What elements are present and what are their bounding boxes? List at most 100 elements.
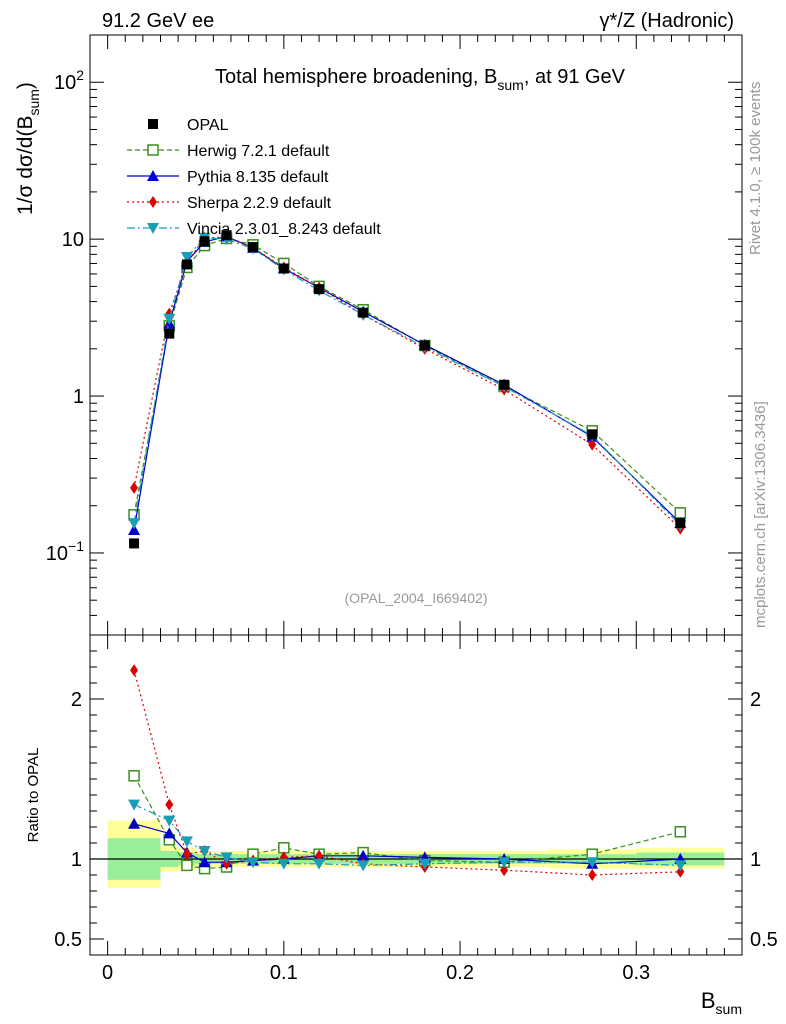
opal-data-point	[129, 538, 140, 549]
opal-data-point	[199, 236, 210, 247]
legend-marker	[147, 144, 159, 156]
series-3-ratio-point	[357, 860, 370, 872]
y-axis-label: 1/σ dσ/d(Bsum)	[14, 82, 42, 215]
opal-data-point	[181, 259, 192, 270]
y-tick-label-exp: −1	[68, 538, 84, 554]
legend-label: OPAL	[187, 117, 229, 134]
legend-label: Pythia 8.135 default	[187, 169, 329, 186]
x-axis-label-main: B	[701, 988, 716, 1013]
series-3-point	[180, 251, 193, 263]
y-tick-label-base: 10	[46, 543, 68, 565]
opal-data-point	[675, 518, 686, 529]
x-tick-label: 0.1	[270, 962, 298, 984]
chart-title-sub: sum	[497, 77, 523, 93]
series-3-ratio-point	[180, 836, 193, 848]
opal-data-point	[314, 284, 325, 295]
legend: OPAL Herwig 7.2.1 default Pythia 8.135 def…	[127, 117, 381, 238]
series-3-line	[133, 237, 681, 526]
series-2-ratio-point	[222, 857, 231, 870]
ratio-axis-ticks: 0 0.1 0.2 0.3 0.5 0.5 1 1 2 2	[54, 634, 778, 984]
x-tick-label: 0.2	[446, 962, 474, 984]
series-1-point	[128, 524, 141, 536]
series-3-ratio-point	[247, 857, 259, 869]
series-3-ratio-point	[163, 815, 176, 827]
y-tick-label: 10	[62, 229, 84, 251]
y-axis-label-main: 1/σ dσ/d(B	[14, 116, 37, 215]
ratio-frame	[89, 634, 743, 956]
y-axis-label-post: )	[14, 82, 37, 89]
y-tick-label: 102	[54, 67, 84, 94]
legend-marker	[147, 223, 159, 234]
main-plot-content	[128, 230, 687, 549]
series-1-ratio-point	[163, 827, 176, 839]
series-1-line	[133, 235, 681, 531]
series-3-ratio-point	[128, 799, 141, 811]
series-3-ratio-point	[586, 857, 599, 869]
ratio-y-tick-label-right: 2	[750, 689, 761, 711]
y-axis-label-sub: sum	[26, 89, 42, 115]
opal-data-point	[248, 242, 258, 253]
chart-title-main: Total hemisphere broadening, B	[215, 66, 497, 88]
series-2-ratio-point	[500, 864, 509, 877]
ratio-y-tick-label-right: 0.5	[750, 929, 778, 951]
y-tick-label: 1	[73, 386, 84, 408]
series-0-ratio-point	[278, 842, 290, 854]
y-tick-label-base: 1	[73, 386, 84, 408]
ratio-plot-content	[90, 664, 742, 888]
ratio-y-tick-label-right: 1	[750, 849, 761, 871]
mcplots-text: mcplots.cern.ch [arXiv:1306.3436]	[752, 401, 769, 628]
y-tick-label-exp: 2	[76, 67, 84, 83]
x-axis-label: Bsum	[701, 988, 742, 1017]
series-2-ratio-point	[182, 848, 191, 861]
series-0-ratio-point	[181, 859, 193, 872]
y-tick-label-base: 10	[54, 72, 76, 94]
y-tick-label: 10−1	[46, 538, 84, 565]
series-1-ratio-point	[128, 817, 141, 829]
series-3-point	[163, 313, 176, 325]
series-3-ratio-point	[418, 858, 431, 870]
series-3-ratio-point	[674, 860, 687, 872]
rivet-version-text: Rivet 4.1.0, ≥ 100k events	[747, 82, 764, 255]
opal-data-point	[587, 429, 598, 440]
series-2-ratio-point	[130, 664, 139, 677]
ratio-y-axis-label: Ratio to OPAL	[25, 748, 42, 843]
series-2-ratio-point	[165, 798, 174, 811]
chart-title-post: , at 91 GeV	[524, 66, 626, 88]
legend-label: Vincia 2.3.01_8.243 default	[187, 221, 381, 238]
series-2-ratio-line	[133, 670, 681, 876]
series-3-ratio-point	[277, 858, 290, 870]
series-0-line	[133, 237, 681, 515]
opal-data-point	[499, 379, 510, 390]
series-2-point	[130, 481, 139, 494]
legend-marker	[148, 119, 158, 129]
series-1-ratio-point	[357, 849, 370, 861]
series-0-ratio-point	[128, 770, 140, 782]
series-3-ratio-point	[313, 858, 326, 870]
legend-label: Herwig 7.2.1 default	[187, 143, 330, 160]
series-3-point	[128, 518, 141, 530]
ratio-y-tick-label: 0.5	[54, 929, 82, 951]
series-0-ratio-point	[674, 826, 687, 838]
series-1-ratio-point	[198, 856, 211, 868]
opal-data-point	[221, 230, 232, 241]
legend-label: Sherpa 2.2.9 default	[187, 195, 332, 212]
x-tick-label: 0.3	[622, 962, 650, 984]
series-3-ratio-point	[198, 846, 211, 857]
header-left: 91.2 GeV ee	[102, 10, 214, 32]
series-0-point	[674, 507, 687, 519]
ratio-y-tick-label: 1	[71, 849, 82, 871]
opal-data-point	[419, 340, 430, 351]
y-tick-label-base: 10	[62, 229, 84, 251]
series-3-ratio-point	[498, 857, 511, 869]
x-axis-label-sub: sum	[716, 1001, 742, 1017]
ratio-panel: 0 0.1 0.2 0.3 0.5 0.5 1 1 2 2 Ratio to OPAL	[25, 634, 778, 984]
legend-marker	[147, 170, 159, 181]
x-tick-label: 0	[102, 962, 113, 984]
series-2-line	[133, 236, 681, 530]
legend-marker	[149, 196, 157, 208]
series-2-ratio-point	[588, 869, 597, 881]
analysis-tag: (OPAL_2004_I669402)	[345, 590, 488, 606]
ratio-y-tick-label: 2	[71, 689, 82, 711]
